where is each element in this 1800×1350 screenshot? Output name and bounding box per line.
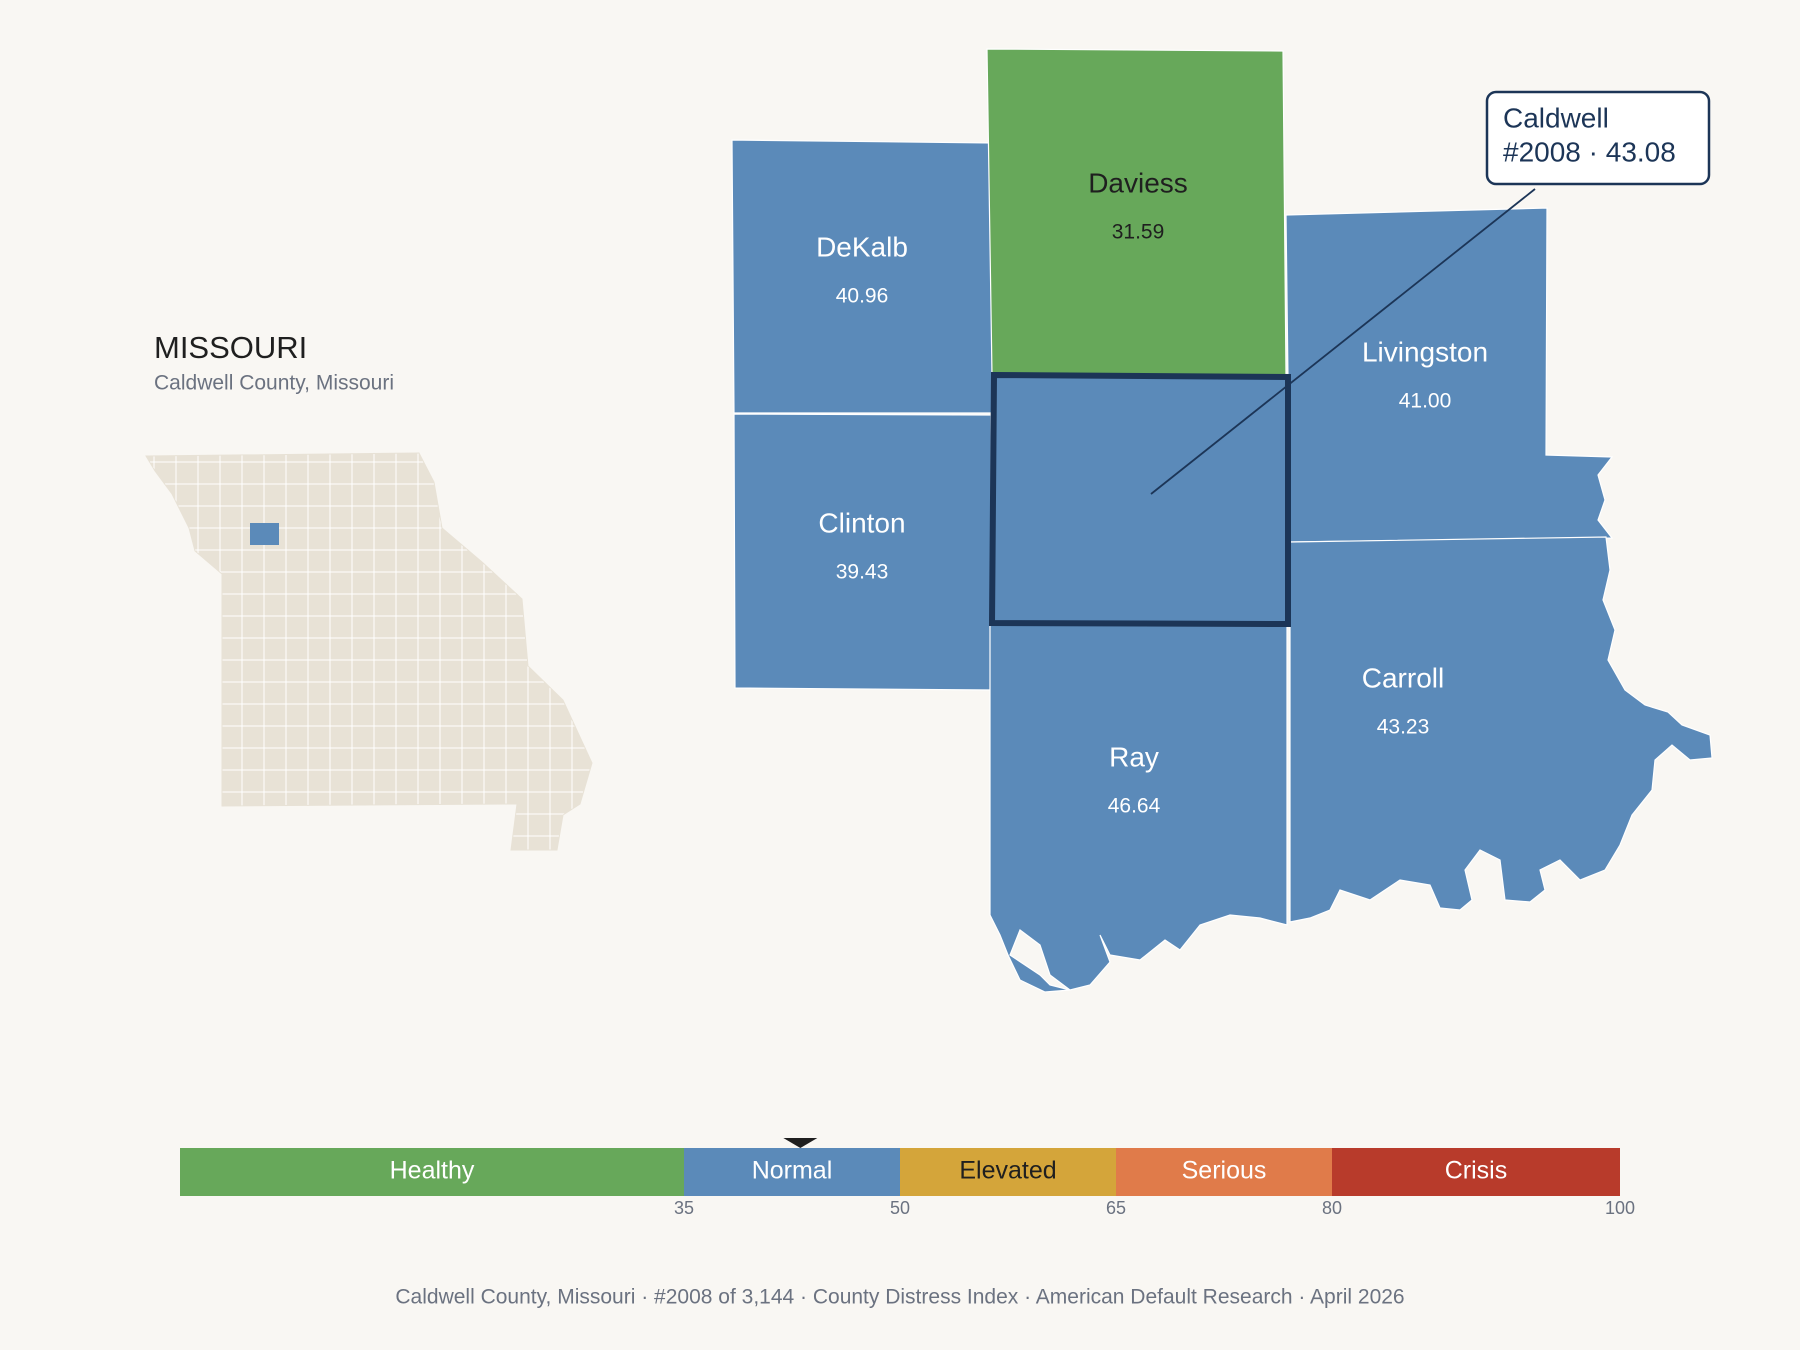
scale-band [180, 1148, 684, 1196]
county-score: 40.96 [836, 285, 889, 308]
inset-title: MISSOURI [154, 330, 307, 365]
state-outline [145, 452, 593, 851]
scale-band-label: Healthy [390, 1157, 475, 1185]
county-name: Carroll [1362, 662, 1444, 693]
county-score: 31.59 [1112, 221, 1165, 244]
county-name: Livingston [1362, 336, 1488, 367]
county-dekalb [731, 139, 996, 414]
county-carroll [1289, 536, 1713, 923]
scale-band-label: Elevated [959, 1157, 1056, 1185]
selected-county-inset [250, 523, 279, 545]
scale-band-label: Crisis [1445, 1157, 1508, 1185]
scale-band-label: Normal [752, 1157, 833, 1185]
county-name: Ray [1109, 741, 1159, 772]
scale-band [900, 1148, 1116, 1196]
callout-detail: #2008 · 43.08 [1503, 136, 1676, 167]
scale-tick-label: 65 [1106, 1198, 1126, 1218]
scale-tick-label: 50 [890, 1198, 910, 1218]
scale-band [1116, 1148, 1332, 1196]
county-clinton [733, 413, 992, 691]
county-daviess [986, 48, 1287, 376]
inset-subtitle: Caldwell County, Missouri [154, 372, 394, 395]
county-score: 41.00 [1399, 390, 1452, 413]
county-name: Clinton [818, 507, 905, 538]
scale-tick-label: 35 [674, 1198, 694, 1218]
scale-band [684, 1148, 900, 1196]
callout-name: Caldwell [1503, 102, 1609, 133]
county-name: Daviess [1088, 167, 1188, 198]
county-name: DeKalb [816, 231, 908, 262]
scale-band-label: Serious [1182, 1157, 1267, 1185]
county-score: 46.64 [1108, 795, 1161, 818]
callout-leader [1150, 188, 1536, 495]
county-ray [989, 624, 1288, 993]
callout-box [1485, 90, 1711, 186]
footer: Caldwell County, Missouri · #2008 of 3,1… [395, 1286, 1404, 1309]
county-score: 43.23 [1377, 716, 1430, 739]
county-score: 39.43 [836, 561, 889, 584]
scale-tick-label: 100 [1605, 1198, 1635, 1218]
scale-band [1332, 1148, 1620, 1196]
scale-tick-label: 80 [1322, 1198, 1342, 1218]
scale-marker [783, 1138, 818, 1148]
county-caldwell [988, 371, 1291, 628]
